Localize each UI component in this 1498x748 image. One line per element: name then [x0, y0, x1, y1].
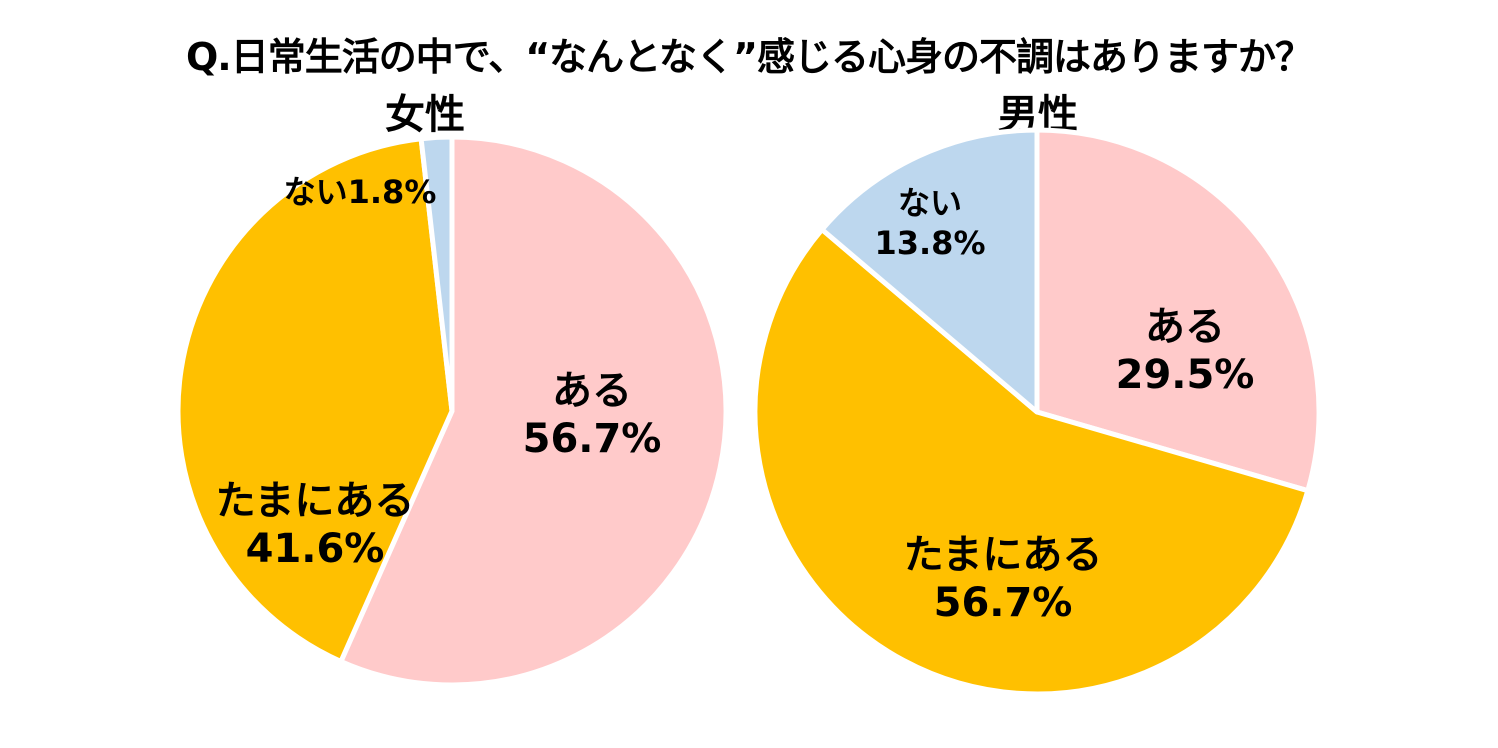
label-name: ある	[552, 368, 632, 414]
male-label-tamani: たまにある 56.7%	[904, 522, 1103, 626]
label-name: たまにある	[215, 478, 415, 524]
label-value: 56.7%	[933, 580, 1073, 626]
label-value: 56.7%	[522, 416, 662, 462]
male-slice-0	[1034, 127, 1322, 494]
chart-title: Q.日常生活の中で、“なんとなく”感じる心身の不調はありますか？	[185, 35, 1313, 79]
label-value: 29.5%	[1115, 352, 1255, 398]
label-name: ない	[897, 184, 963, 222]
pie-title-female: 女性	[385, 92, 465, 138]
female-label-tamani: たまにある 41.6%	[216, 468, 415, 572]
label-value: 41.6%	[245, 526, 385, 572]
female-slice-2	[418, 134, 455, 414]
female-label-nai: ない1.8%	[284, 167, 437, 213]
male-label-aru: ある 29.5%	[1116, 294, 1255, 398]
label-value: 13.8%	[874, 224, 986, 262]
male-label-nai: ない 13.8%	[874, 178, 985, 262]
label-name: ない	[283, 173, 348, 211]
male-slice-2	[819, 127, 1040, 415]
female-slice-0	[338, 134, 729, 688]
male-slice-1	[752, 227, 1311, 697]
label-value: 1.8%	[347, 173, 437, 211]
female-label-aru: ある 56.7%	[523, 358, 662, 462]
female-slice-1	[175, 136, 455, 664]
label-name: たまにある	[903, 532, 1103, 578]
label-name: ある	[1145, 304, 1225, 350]
